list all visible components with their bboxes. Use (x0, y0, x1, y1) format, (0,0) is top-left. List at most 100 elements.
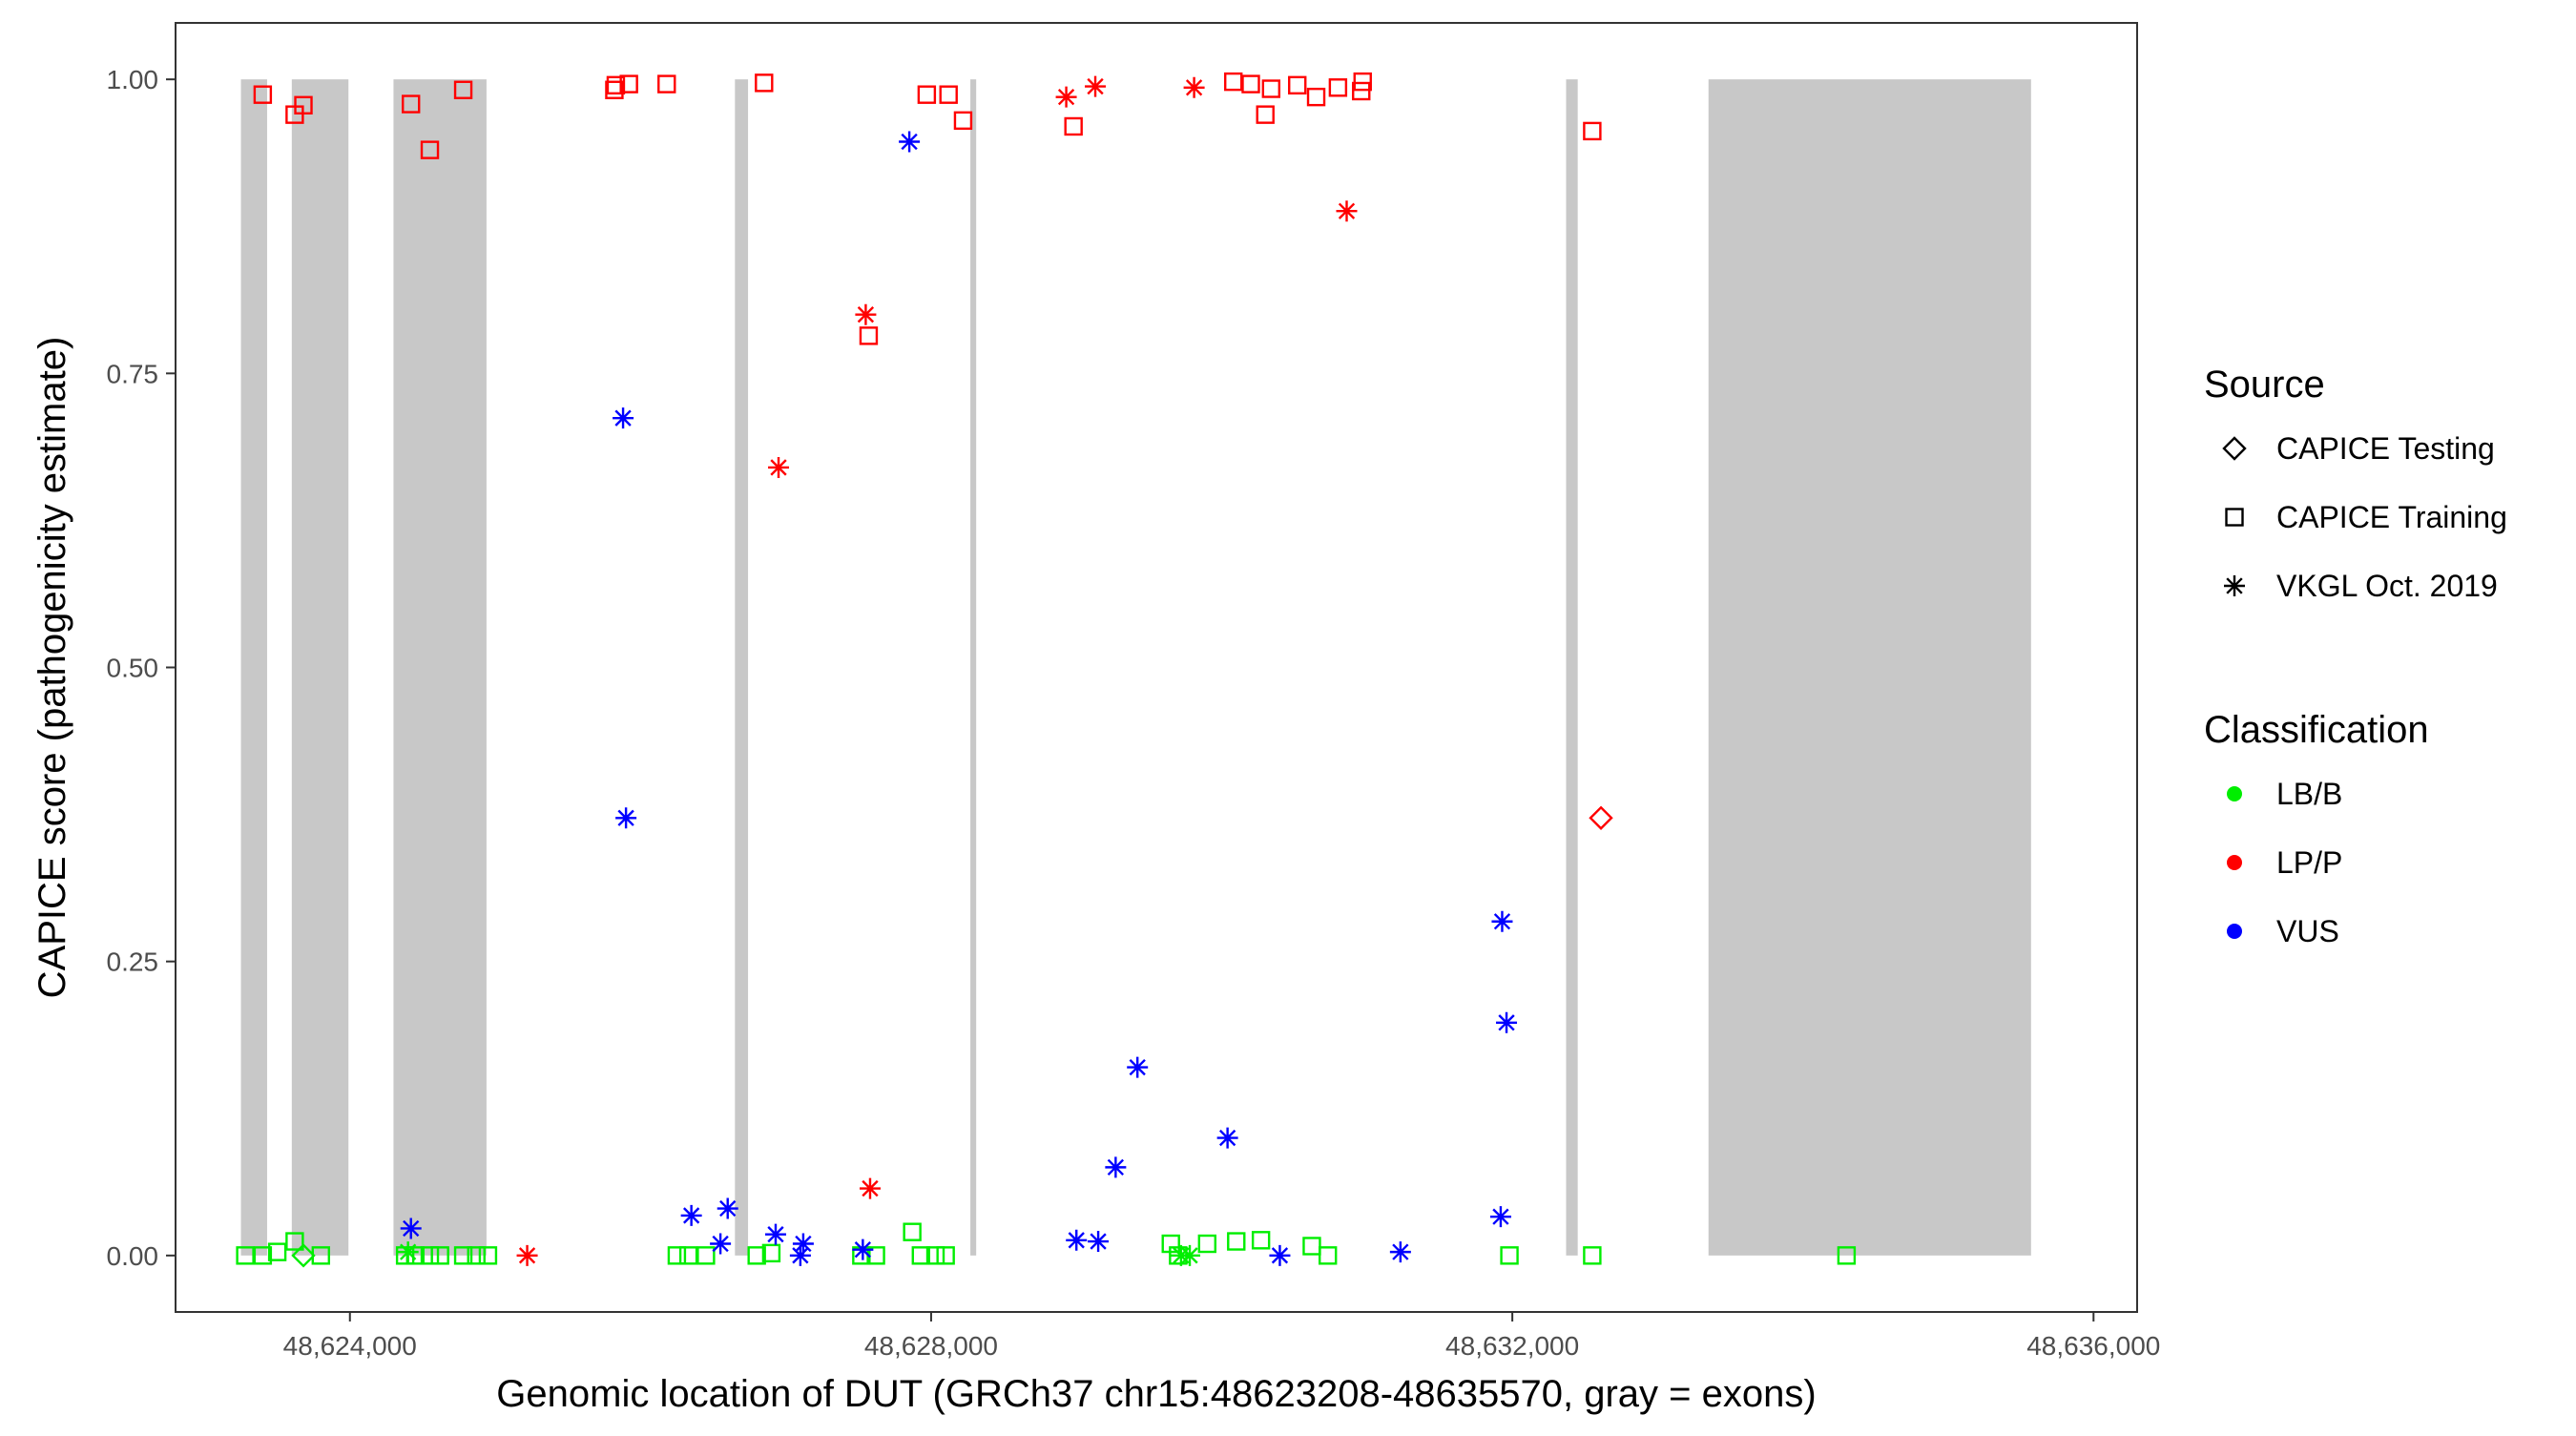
data-point (859, 326, 879, 345)
data-point (294, 95, 313, 114)
y-tick-label: 0.00 (107, 1241, 159, 1271)
legend-label: VKGL Oct. 2019 (2276, 569, 2498, 603)
data-point (755, 73, 774, 93)
x-tick-label: 48,624,000 (283, 1331, 417, 1361)
data-point (1302, 1237, 1321, 1256)
data-point (605, 80, 624, 99)
data-point (1183, 76, 1205, 98)
data-point (516, 1244, 538, 1266)
data-point (1319, 1246, 1338, 1265)
data-point (789, 1244, 811, 1266)
data-point (1489, 1206, 1511, 1228)
legend: Source CAPICE Testing CAPICE Training VKGL… (2204, 364, 2507, 948)
data-point (397, 1241, 419, 1263)
y-tick-label: 1.00 (107, 65, 159, 94)
legend-classification-title: Classification (2204, 709, 2429, 751)
legend-key-square (2225, 508, 2244, 527)
data-point (1837, 1246, 1857, 1265)
data-point (792, 1233, 814, 1255)
legend-key-dot (2227, 855, 2242, 870)
data-point (615, 807, 637, 829)
y-tick-label: 0.50 (107, 654, 159, 683)
data-point (400, 1217, 422, 1239)
data-point (1055, 86, 1077, 108)
exon-band (1566, 79, 1578, 1256)
legend-key-diamond (2222, 436, 2247, 461)
legend-label: CAPICE Testing (2276, 431, 2495, 466)
exon-band (1708, 79, 2031, 1256)
exon-band (291, 79, 349, 1256)
data-point (911, 1246, 930, 1265)
legend-label: CAPICE Training (2276, 500, 2507, 534)
data-point (939, 85, 958, 104)
data-point (253, 1246, 273, 1265)
data-point (606, 75, 626, 95)
data-point (236, 1246, 255, 1265)
data-point (903, 1222, 922, 1241)
y-axis-title: CAPICE score (pathogenicity estimate) (31, 337, 73, 999)
data-point (453, 80, 473, 99)
data-point (478, 1246, 498, 1265)
data-point (402, 94, 421, 114)
legend-label: VUS (2276, 914, 2339, 948)
legend-key-dot (2227, 924, 2242, 939)
legend-source-title: Source (2204, 364, 2325, 406)
data-point (395, 1246, 415, 1265)
data-point (710, 1233, 732, 1255)
data-point (1336, 200, 1358, 222)
data-point (1227, 1232, 1246, 1251)
data-point (1241, 74, 1260, 94)
exon-regions (240, 79, 2031, 1256)
data-point (953, 111, 973, 131)
data-point (1216, 1127, 1238, 1149)
data-point (285, 1232, 304, 1251)
data-point (678, 1246, 698, 1265)
data-point (1353, 72, 1372, 92)
exon-band (735, 79, 749, 1256)
data-point (613, 407, 634, 429)
data-point (768, 456, 790, 478)
x-axis-ticks: 48,624,000 48,628,000 48,632,000 48,636,000 (283, 1312, 2160, 1361)
data-point (1500, 1246, 1519, 1265)
data-point (1328, 78, 1348, 97)
data-point (936, 1246, 955, 1265)
x-tick-label: 48,628,000 (864, 1331, 998, 1361)
data-point (717, 1197, 738, 1219)
data-point (764, 1223, 786, 1245)
data-point (667, 1246, 687, 1265)
y-tick-label: 0.25 (107, 947, 159, 977)
data-point (1127, 1056, 1149, 1078)
data-point (1064, 116, 1083, 136)
data-point (925, 1246, 945, 1265)
data-point (253, 85, 273, 104)
data-point (420, 140, 440, 159)
data-point (1496, 1011, 1518, 1033)
data-point (1583, 121, 1602, 141)
legend-key-asterisk (2224, 575, 2245, 596)
data-point (1269, 1244, 1291, 1266)
data-point (761, 1243, 781, 1263)
data-point (747, 1246, 766, 1265)
legend-classification-items: LB/B LP/P VUS (2227, 777, 2342, 948)
data-point (1583, 1246, 1602, 1265)
data-point (1179, 1244, 1201, 1266)
data-point (1105, 1156, 1127, 1178)
data-point (1261, 79, 1281, 98)
data-point (1066, 1229, 1088, 1251)
legend-key-dot (2227, 786, 2242, 801)
data-point (420, 1246, 440, 1265)
x-tick-label: 48,632,000 (1445, 1331, 1579, 1361)
data-points (236, 72, 1857, 1268)
exon-band (393, 79, 487, 1256)
exon-band (240, 79, 267, 1256)
data-point (267, 1242, 287, 1261)
data-point (657, 74, 676, 94)
data-point (1589, 805, 1613, 830)
data-point (1197, 1234, 1217, 1254)
exon-band (970, 79, 977, 1256)
data-point (1085, 75, 1107, 97)
data-point (1389, 1241, 1411, 1263)
x-tick-label: 48,636,000 (2026, 1331, 2160, 1361)
data-point (1256, 105, 1275, 124)
